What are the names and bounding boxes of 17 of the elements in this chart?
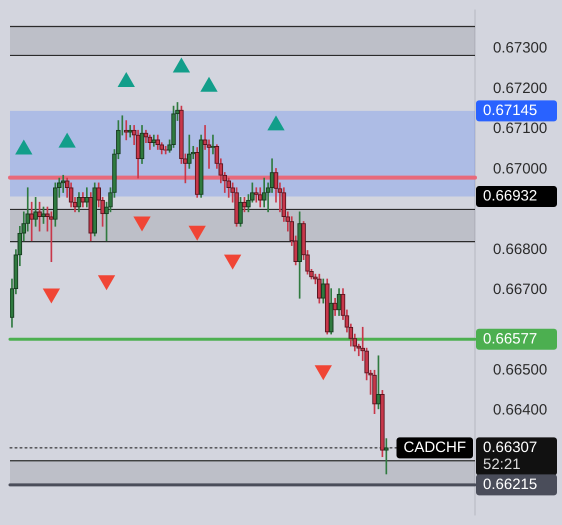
ref-line-label: 0.66577: [483, 330, 538, 348]
band-label: 0.67145: [483, 102, 538, 120]
y-tick-label: 0.66700: [493, 280, 548, 298]
ref-line-label: 0.66307 52:21: [483, 438, 538, 473]
ref-line-label: 0.66215: [483, 476, 538, 493]
y-tick-label: 0.67100: [493, 120, 548, 138]
candlestick: [37, 202, 42, 232]
y-tick-label: 0.67000: [493, 160, 548, 178]
y-tick-label: 0.66800: [493, 240, 548, 258]
y-tick-label: 0.67200: [493, 80, 548, 97]
annotation: CADCHF: [404, 438, 466, 456]
candlestick: [376, 355, 381, 410]
text: 0.66932: [483, 188, 538, 205]
y-tick-label: 0.66400: [493, 402, 548, 419]
candlestick: [41, 206, 46, 224]
y-tick-label: 0.67300: [493, 40, 548, 57]
y-tick-label: 0.66500: [493, 361, 548, 378]
